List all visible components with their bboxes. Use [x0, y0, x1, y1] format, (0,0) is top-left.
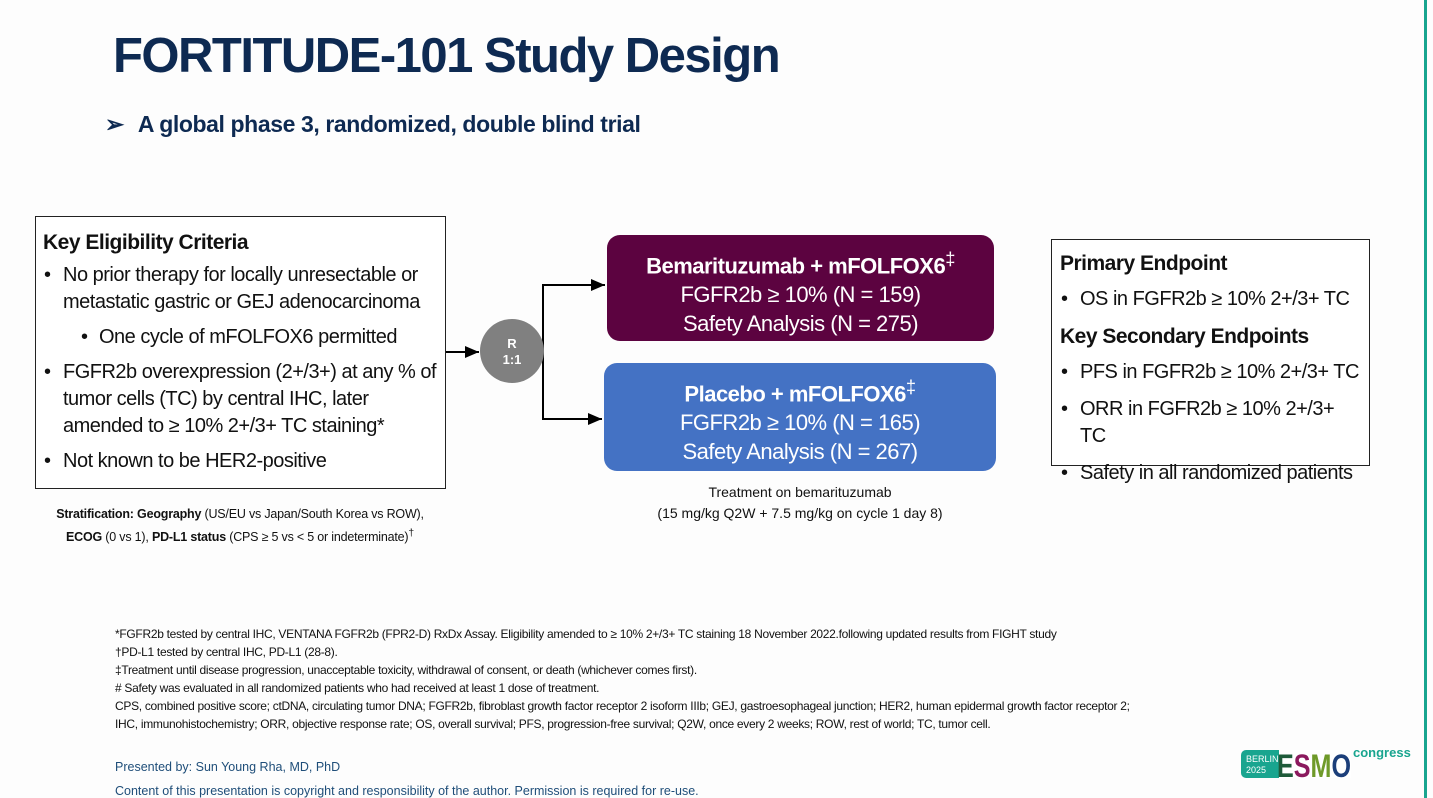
- arm-name: Bemarituzumab + mFOLFOX6: [646, 253, 946, 279]
- footnote: †PD-L1 tested by central IHC, PD-L1 (28-…: [115, 645, 338, 659]
- arrow-to-arm-2: [542, 352, 602, 425]
- slide-subtitle: ➢ A global phase 3, randomized, double bl…: [105, 111, 641, 138]
- arm-fgfr-n: FGFR2b ≥ 10% (N = 165): [679, 410, 921, 436]
- primary-endpoint-item: OS in FGFR2b ≥ 10% 2+/3+ TC: [1060, 286, 1363, 313]
- arm-safety-n: Safety Analysis (N = 275): [682, 311, 919, 337]
- randomization-ratio: 1:1: [502, 352, 522, 367]
- svg-text:congress: congress: [1353, 745, 1411, 760]
- treatment-line: Treatment on bemarituzumab: [708, 484, 892, 500]
- footnote: *FGFR2b tested by central IHC, VENTANA F…: [115, 627, 1057, 641]
- svg-text:ESMO: ESMO: [1277, 748, 1351, 783]
- arm-name: Placebo + mFOLFOX6: [684, 381, 906, 407]
- strat-pdl1-text: (CPS ≥ 5 vs < 5 or indeterminate): [225, 530, 409, 545]
- eligibility-item: No prior therapy for locally unresectabl…: [43, 262, 439, 316]
- strat-geo-text: (US/EU vs Japan/South Korea vs ROW),: [201, 507, 424, 521]
- randomization-circle: R 1:1: [480, 319, 544, 383]
- svg-text:2025: 2025: [1246, 765, 1266, 775]
- presenter-credit: Presented by: Sun Young Rha, MD, PhD: [115, 760, 341, 774]
- strat-pdl1-label: PD-L1 status: [151, 530, 226, 545]
- stratification-note: Stratification: Geography (US/EU vs Japa…: [30, 505, 450, 547]
- slide-edge-accent: [1424, 0, 1427, 798]
- secondary-endpoint-item: Safety in all randomized patients: [1060, 460, 1363, 487]
- footnotes: *FGFR2b tested by central IHC, VENTANA F…: [115, 625, 1130, 733]
- strat-ecog-label: ECOG: [66, 530, 103, 545]
- subtitle-text: A global phase 3, randomized, double bli…: [137, 111, 641, 137]
- strat-geo-label: Geography: [137, 507, 202, 521]
- treatment-dose: (15 mg/kg Q2W + 7.5 mg/kg on cycle 1 day…: [657, 505, 943, 521]
- arm-placebo: Placebo + mFOLFOX6‡ FGFR2b ≥ 10% (N = 16…: [604, 363, 996, 471]
- footnote: ‡Treatment until disease progression, un…: [115, 663, 697, 677]
- secondary-endpoints-heading: Key Secondary Endpoints: [1060, 325, 1309, 348]
- arm-mark: ‡: [905, 376, 916, 397]
- arrowhead-bullet-icon: ➢: [105, 111, 124, 137]
- treatment-note: Treatment on bemarituzumab (15 mg/kg Q2W…: [604, 482, 996, 524]
- eligibility-item: Not known to be HER2-positive: [43, 448, 439, 475]
- slide-title: FORTITUDE-101 Study Design: [113, 29, 781, 83]
- esmo-congress-logo: BERLIN 2025 ESMO congress: [1241, 745, 1411, 783]
- arm-mark: ‡: [945, 248, 955, 269]
- eligibility-subitem: One cycle of mFOLFOX6 permitted: [43, 324, 439, 351]
- secondary-endpoint-item: ORR in FGFR2b ≥ 10% 2+/3+ TC: [1060, 396, 1363, 450]
- footnote: CPS, combined positive score; ctDNA, cir…: [115, 699, 1130, 713]
- copyright-note: Content of this presentation is copyrigh…: [115, 784, 699, 798]
- secondary-endpoint-item: PFS in FGFR2b ≥ 10% 2+/3+ TC: [1060, 359, 1363, 386]
- footnote: # Safety was evaluated in all randomized…: [115, 681, 600, 695]
- strat-label: Stratification:: [56, 507, 134, 521]
- arm-bemarituzumab: Bemarituzumab + mFOLFOX6‡ FGFR2b ≥ 10% (…: [607, 235, 994, 341]
- strat-mark: †: [408, 528, 414, 539]
- footnote: IHC, immunohistochemistry; ORR, objectiv…: [115, 717, 991, 731]
- strat-ecog-text: (0 vs 1),: [102, 530, 152, 545]
- svg-text:BERLIN: BERLIN: [1246, 754, 1279, 764]
- eligibility-heading: Key Eligibility Criteria: [43, 231, 249, 254]
- arm-fgfr-n: FGFR2b ≥ 10% (N = 159): [680, 282, 921, 308]
- endpoints-box: Primary Endpoint OS in FGFR2b ≥ 10% 2+/3…: [1051, 239, 1370, 487]
- eligibility-item: FGFR2b overexpression (2+/3+) at any % o…: [43, 359, 439, 440]
- arrow-to-arm-1: [542, 279, 605, 352]
- primary-endpoint-heading: Primary Endpoint: [1060, 252, 1228, 275]
- randomization-label: R: [507, 336, 517, 351]
- arm-safety-n: Safety Analysis (N = 267): [682, 439, 918, 465]
- eligibility-box: Key Eligibility Criteria No prior therap…: [35, 216, 446, 489]
